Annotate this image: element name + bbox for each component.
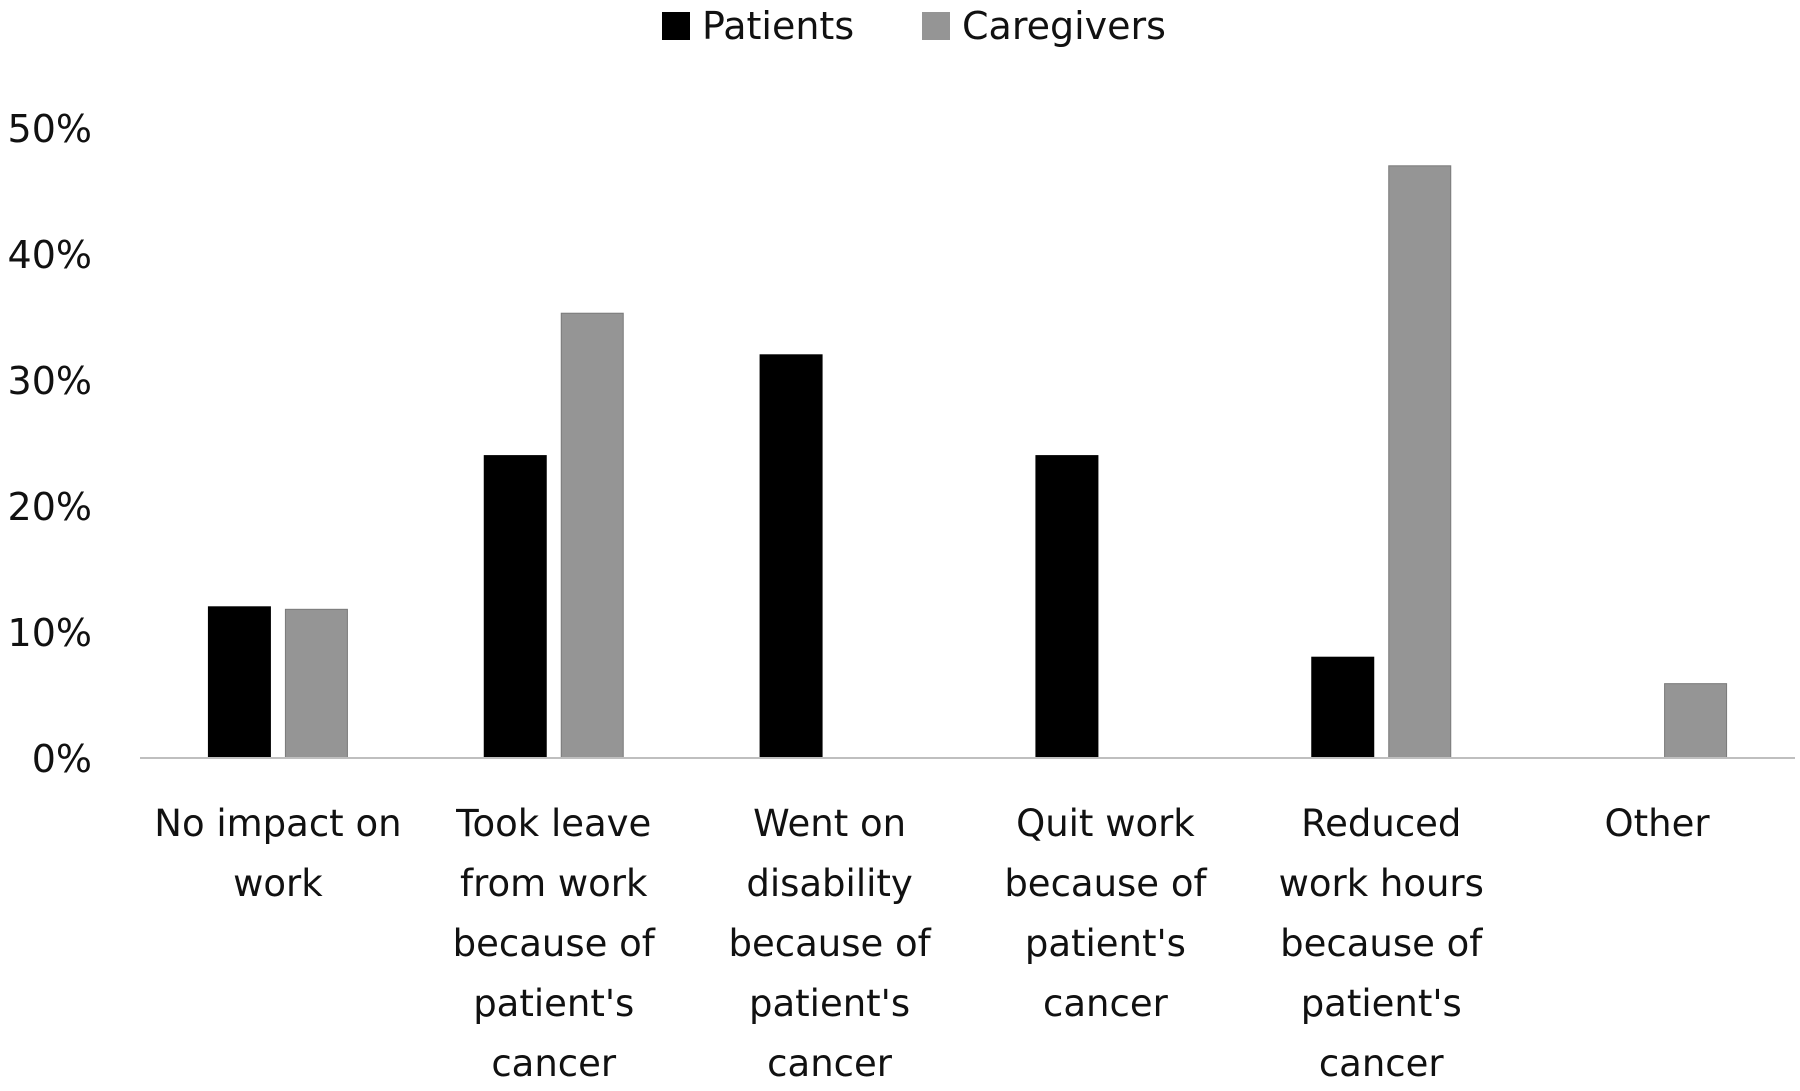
x-category-label-line: from work bbox=[460, 862, 648, 905]
x-category-label: Took leave from work because of patient's ca… bbox=[453, 802, 656, 1085]
bars bbox=[207, 165, 1728, 759]
x-category-label-line: Quit work bbox=[1016, 802, 1195, 845]
x-category-label-line: because of bbox=[1004, 862, 1207, 905]
legend: Patients Caregivers bbox=[662, 4, 1166, 48]
bar-patients bbox=[1311, 656, 1375, 759]
x-axis: No impact on work Took leave from work becau… bbox=[154, 802, 1710, 1085]
x-category-label-line: Took leave bbox=[455, 802, 651, 845]
x-category-label-line: work hours bbox=[1279, 862, 1484, 905]
x-category-label-line: No impact on bbox=[154, 802, 401, 845]
bar-caregivers bbox=[1388, 165, 1452, 759]
x-category-label-line: cancer bbox=[1043, 982, 1169, 1025]
bar-caregivers bbox=[560, 312, 624, 759]
bar-patients bbox=[483, 455, 547, 759]
x-category-label-line: because of bbox=[1280, 922, 1483, 965]
x-category-label-line: patient's bbox=[1301, 982, 1462, 1025]
y-tick-label: 0% bbox=[32, 737, 92, 781]
y-tick-label: 30% bbox=[8, 359, 92, 403]
x-category-label-line: Reduced bbox=[1301, 802, 1461, 845]
x-category-label-line: Other bbox=[1605, 802, 1711, 845]
bar-caregivers bbox=[1664, 683, 1728, 759]
x-category-label-line: Went on bbox=[753, 802, 906, 845]
y-axis: 0% 10% 20% 30% 40% 50% bbox=[8, 107, 92, 781]
legend-label-caregivers: Caregivers bbox=[962, 4, 1166, 48]
x-category-label-line: patient's bbox=[749, 982, 910, 1025]
y-tick-label: 50% bbox=[8, 107, 92, 151]
x-category-label: Quit work because of patient's cancer bbox=[1004, 802, 1207, 1025]
y-tick-label: 20% bbox=[8, 485, 92, 529]
bar-patients bbox=[207, 606, 271, 759]
x-category-label-line: cancer bbox=[1319, 1042, 1445, 1085]
x-category-label-line: disability bbox=[746, 862, 912, 905]
legend-swatch-patients bbox=[662, 12, 690, 40]
x-category-label-line: cancer bbox=[767, 1042, 893, 1085]
x-category-label: No impact on work bbox=[154, 802, 401, 905]
bar-patients bbox=[759, 354, 823, 759]
bar-caregivers bbox=[284, 608, 348, 759]
x-category-label: Reduced work hours because of patient's canc… bbox=[1279, 802, 1484, 1085]
x-category-label: Went on disability because of patient's canc… bbox=[728, 802, 931, 1085]
legend-label-patients: Patients bbox=[702, 4, 854, 48]
y-tick-label: 10% bbox=[8, 611, 92, 655]
x-category-label-line: patient's bbox=[1025, 922, 1186, 965]
y-tick-label: 40% bbox=[8, 233, 92, 277]
x-category-label: Other bbox=[1605, 802, 1711, 845]
x-category-label-line: because of bbox=[728, 922, 931, 965]
legend-swatch-caregivers bbox=[922, 12, 950, 40]
x-category-label-line: work bbox=[233, 862, 323, 905]
x-category-label-line: because of bbox=[453, 922, 656, 965]
bar-patients bbox=[1035, 455, 1099, 759]
x-category-label-line: patient's bbox=[473, 982, 634, 1025]
x-category-label-line: cancer bbox=[491, 1042, 617, 1085]
